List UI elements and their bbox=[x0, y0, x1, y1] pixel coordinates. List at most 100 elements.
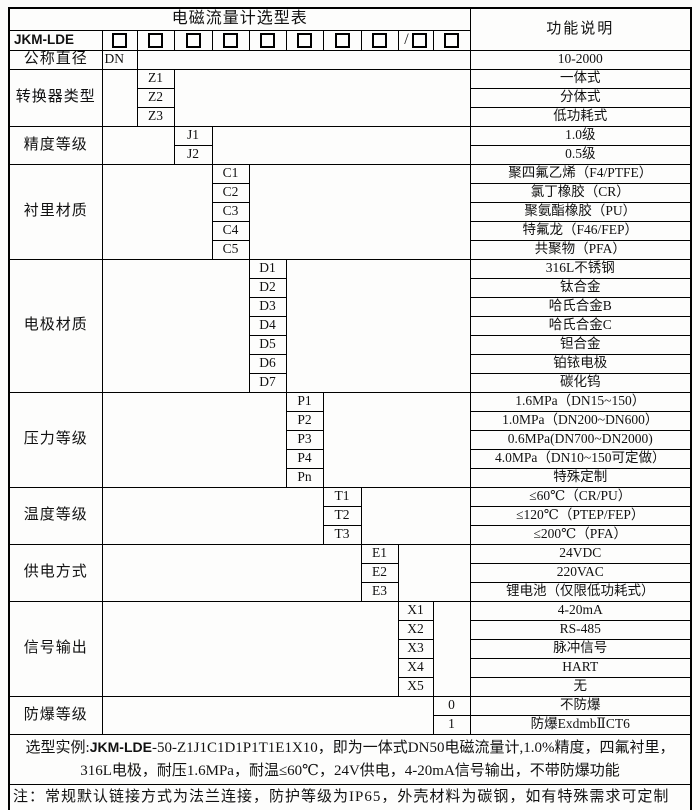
footnote: 注：常规默认链接方式为法兰连接，防护等级为IP65，外壳材料为碳钢，如有特殊需求… bbox=[8, 783, 692, 810]
desc-z1: 一体式 bbox=[469, 68, 692, 89]
empty-cell bbox=[101, 125, 175, 165]
code-d2: D2 bbox=[248, 277, 287, 298]
desc-d7: 碳化钨 bbox=[469, 372, 692, 393]
desc-dn: 10-2000 bbox=[469, 49, 692, 70]
code-box-cell bbox=[360, 29, 399, 51]
code-p1: P1 bbox=[285, 391, 324, 412]
desc-t1: ≤60℃（CR/PU） bbox=[469, 486, 692, 507]
empty-cell bbox=[173, 68, 471, 127]
empty-cell bbox=[101, 486, 324, 545]
code-d7: D7 bbox=[248, 372, 287, 393]
empty-cell bbox=[248, 163, 471, 260]
empty-cell bbox=[101, 391, 287, 488]
desc-x4: HART bbox=[469, 657, 692, 678]
section-label-electrode: 电极材质 bbox=[8, 258, 103, 393]
desc-ex1: 防爆ExdmbⅡCT6 bbox=[469, 714, 692, 735]
code-x2: X2 bbox=[397, 619, 434, 640]
section-label-pressure: 压力等级 bbox=[8, 391, 103, 488]
section-label-accuracy: 精度等级 bbox=[8, 125, 103, 165]
desc-pn: 特殊定制 bbox=[469, 467, 692, 488]
section-label-converter: 转换器类型 bbox=[8, 68, 103, 127]
section-label-signal: 信号输出 bbox=[8, 600, 103, 697]
checkbox-icon bbox=[260, 32, 275, 48]
code-pn: Pn bbox=[285, 467, 324, 488]
checkbox-icon bbox=[411, 32, 427, 48]
code-t3: T3 bbox=[322, 524, 362, 545]
code-z3: Z3 bbox=[136, 106, 175, 127]
example-model: JKM-LDE bbox=[89, 738, 152, 755]
code-box-cell bbox=[285, 29, 324, 51]
empty-cell bbox=[101, 543, 362, 602]
code-c5: C5 bbox=[211, 239, 250, 260]
code-p4: P4 bbox=[285, 448, 324, 469]
code-c4: C4 bbox=[211, 220, 250, 241]
desc-x5: 无 bbox=[469, 676, 692, 697]
desc-p2: 1.0MPa（DN200~DN600） bbox=[469, 410, 692, 431]
code-d4: D4 bbox=[248, 315, 287, 336]
desc-j1: 1.0级 bbox=[469, 125, 692, 146]
code-c3: C3 bbox=[211, 201, 250, 222]
code-x4: X4 bbox=[397, 657, 434, 678]
desc-e2: 220VAC bbox=[469, 562, 692, 583]
model-prefix: JKM-LDE bbox=[8, 29, 103, 51]
desc-p1: 1.6MPa（DN15~150） bbox=[469, 391, 692, 412]
desc-e1: 24VDC bbox=[469, 543, 692, 564]
code-d6: D6 bbox=[248, 353, 287, 374]
slash-separator: / bbox=[404, 31, 409, 49]
checkbox-icon bbox=[372, 32, 387, 48]
desc-d1: 316L不锈钢 bbox=[469, 258, 692, 279]
code-box-cell bbox=[211, 29, 250, 51]
desc-c1: 聚四氟乙烯（F4/PTFE） bbox=[469, 163, 692, 184]
code-box-cell bbox=[248, 29, 287, 51]
code-c1: C1 bbox=[211, 163, 250, 184]
desc-d2: 钛合金 bbox=[469, 277, 692, 298]
code-dn: DN bbox=[101, 49, 138, 70]
code-d1: D1 bbox=[248, 258, 287, 279]
code-box-cell bbox=[432, 29, 471, 51]
section-label-explosion: 防爆等级 bbox=[8, 695, 103, 735]
code-ex0: 0 bbox=[432, 695, 471, 716]
table-title: 电磁流量计选型表 bbox=[8, 7, 471, 31]
code-box-cell-slash: / bbox=[397, 29, 434, 51]
code-box-cell bbox=[136, 29, 175, 51]
checkbox-icon bbox=[185, 32, 201, 48]
code-d5: D5 bbox=[248, 334, 287, 355]
code-t1: T1 bbox=[322, 486, 362, 507]
desc-d4: 哈氏合金C bbox=[469, 315, 692, 336]
code-x5: X5 bbox=[397, 676, 434, 697]
code-j1: J1 bbox=[173, 125, 213, 146]
empty-cell bbox=[432, 600, 471, 697]
section-label-temperature: 温度等级 bbox=[8, 486, 103, 545]
empty-cell bbox=[360, 486, 471, 545]
desc-x1: 4-20mA bbox=[469, 600, 692, 621]
function-column-header: 功能说明 bbox=[469, 7, 692, 51]
empty-cell bbox=[136, 49, 471, 70]
empty-cell bbox=[322, 391, 471, 488]
checkbox-icon bbox=[223, 32, 238, 48]
code-box-cell bbox=[173, 29, 213, 51]
example-text: -50-Z1J1C1D1P1T1E1X10，即为一体式DN50电磁流量计,1.0… bbox=[80, 739, 675, 779]
code-x1: X1 bbox=[397, 600, 434, 621]
code-d3: D3 bbox=[248, 296, 287, 317]
example-prefix: 选型实例: bbox=[25, 739, 90, 756]
desc-p3: 0.6MPa(DN700~DN2000) bbox=[469, 429, 692, 450]
selection-example: 选型实例:JKM-LDE-50-Z1J1C1D1P1T1E1X10，即为一体式D… bbox=[8, 733, 692, 785]
checkbox-icon bbox=[297, 32, 312, 48]
empty-cell bbox=[397, 543, 471, 602]
desc-t2: ≤120℃（PTEP/FEP） bbox=[469, 505, 692, 526]
section-label-power: 供电方式 bbox=[8, 543, 103, 602]
code-j2: J2 bbox=[173, 144, 213, 165]
empty-cell bbox=[101, 68, 138, 127]
code-z2: Z2 bbox=[136, 87, 175, 108]
desc-c3: 聚氨酯橡胶（PU） bbox=[469, 201, 692, 222]
selection-table: 电磁流量计选型表 功能说明 JKM-LDE / 公称直径 DN 10-2000 … bbox=[8, 7, 693, 810]
code-e2: E2 bbox=[360, 562, 399, 583]
code-box-cell bbox=[322, 29, 362, 51]
code-e1: E1 bbox=[360, 543, 399, 564]
desc-x2: RS-485 bbox=[469, 619, 692, 640]
desc-c2: 氯丁橡胶（CR） bbox=[469, 182, 692, 203]
empty-cell bbox=[101, 258, 250, 393]
checkbox-icon bbox=[444, 32, 459, 48]
desc-d3: 哈氏合金B bbox=[469, 296, 692, 317]
